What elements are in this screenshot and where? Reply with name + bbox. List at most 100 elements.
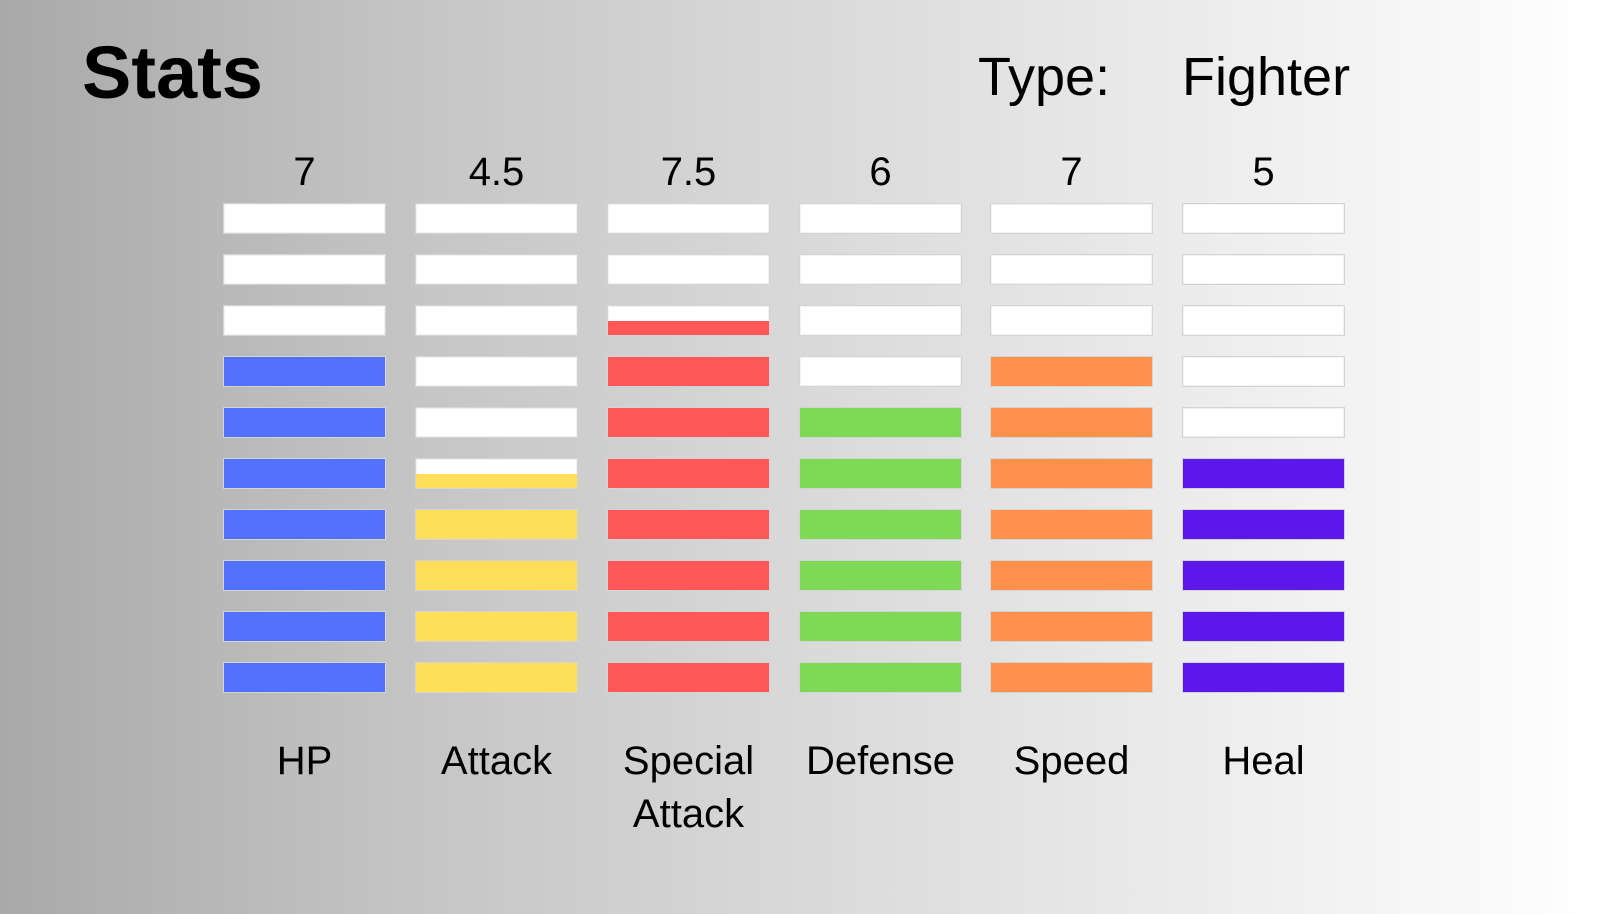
stat-value: 7.5	[660, 150, 717, 194]
stat-bar-fill	[608, 561, 769, 590]
stat-bar-segment	[990, 407, 1153, 438]
stat-bar	[607, 203, 770, 713]
stat-bar-segment	[607, 509, 770, 540]
stat-bar-segment	[990, 356, 1153, 387]
stat-bar-fill	[608, 459, 769, 488]
stat-bar-fill	[991, 408, 1152, 437]
stat-bar-segment	[990, 254, 1153, 285]
stat-bar-fill	[224, 459, 385, 488]
stat-bar-fill	[800, 510, 961, 539]
stat-bar-segment	[415, 203, 578, 234]
stat-bar-fill	[991, 357, 1152, 386]
stat-bar-fill	[608, 663, 769, 692]
stat-label: Special Attack	[622, 739, 755, 836]
stat-value: 7	[1060, 150, 1083, 194]
stat-bar-segment	[415, 509, 578, 540]
stat-bar-segment	[1182, 305, 1345, 336]
stat-bar-fill	[800, 612, 961, 641]
stat-bar	[990, 203, 1153, 713]
stat-value: 6	[869, 150, 892, 194]
stat-bar-fill	[224, 561, 385, 590]
stat-bar-fill	[416, 612, 577, 641]
stat-bar	[799, 203, 962, 713]
stat-bar-segment	[1182, 407, 1345, 438]
stat-bar-segment	[990, 458, 1153, 489]
stat-bar-fill	[608, 510, 769, 539]
stat-bar-segment	[799, 407, 962, 438]
page-title: Stats	[82, 31, 263, 114]
stat-label: Heal	[1222, 739, 1305, 783]
stat-label: Speed	[1013, 739, 1130, 783]
stat-bar-segment	[607, 203, 770, 234]
stat-bar-segment	[223, 662, 386, 693]
stat-bar-segment	[799, 356, 962, 387]
stat-label: Attack	[440, 739, 553, 783]
stat-bar	[415, 203, 578, 713]
stat-bar-fill	[800, 663, 961, 692]
stat-bar-segment	[607, 407, 770, 438]
stat-bar-segment	[223, 407, 386, 438]
stat-bar-segment	[223, 356, 386, 387]
stat-bar-segment	[415, 560, 578, 591]
stat-bar-segment	[799, 458, 962, 489]
stat-bar-segment	[799, 203, 962, 234]
stat-bar-segment	[1182, 254, 1345, 285]
stat-bar-segment	[607, 560, 770, 591]
stat-bar-segment	[799, 560, 962, 591]
stat-bar-fill	[800, 561, 961, 590]
stat-bar-fill	[224, 510, 385, 539]
stat-bar-fill	[991, 510, 1152, 539]
stat-bar-fill	[224, 408, 385, 437]
stat-bar-segment	[415, 407, 578, 438]
stat-bar-segment	[223, 305, 386, 336]
stat-bar-fill	[1183, 510, 1344, 539]
stat-bar-segment	[1182, 458, 1345, 489]
stat-bar	[223, 203, 386, 713]
stat-bar-segment	[607, 356, 770, 387]
stat-bar-segment	[990, 509, 1153, 540]
stat-bar-fill	[1183, 612, 1344, 641]
stat-bar-fill	[800, 408, 961, 437]
stat-bar-segment	[1182, 203, 1345, 234]
stat-bar-segment	[415, 305, 578, 336]
stat-bar-fill	[991, 561, 1152, 590]
stat-bar-segment	[990, 203, 1153, 234]
stat-value: 7	[293, 150, 316, 194]
stat-bar-fill	[224, 663, 385, 692]
stat-bar-fill	[416, 663, 577, 692]
stat-bar-segment	[1182, 509, 1345, 540]
stat-bar-segment	[415, 356, 578, 387]
stat-bar-fill	[416, 473, 577, 488]
type-label: Type:	[978, 47, 1111, 107]
stat-bar-segment	[415, 611, 578, 642]
stat-bar-fill	[1183, 663, 1344, 692]
stat-bar	[1182, 203, 1345, 713]
stat-bar-segment	[223, 458, 386, 489]
stat-label: Defense	[806, 739, 955, 783]
stat-bar-segment	[799, 305, 962, 336]
stat-bar-segment	[415, 254, 578, 285]
stat-bar-segment	[223, 509, 386, 540]
stat-value: 5	[1252, 150, 1275, 194]
stat-bar-fill	[416, 561, 577, 590]
stat-bar-segment	[990, 662, 1153, 693]
type-value: Fighter	[1182, 47, 1351, 107]
stat-bar-segment	[1182, 560, 1345, 591]
stat-bar-segment	[799, 662, 962, 693]
stat-bar-fill	[991, 612, 1152, 641]
stat-bar-segment	[1182, 611, 1345, 642]
stat-bar-fill	[800, 459, 961, 488]
stat-bar-segment	[799, 611, 962, 642]
stat-bar-segment	[223, 611, 386, 642]
stat-value: 4.5	[468, 150, 525, 194]
stat-label: HP	[276, 739, 333, 783]
stat-bar-segment	[799, 509, 962, 540]
stat-bar-segment	[607, 458, 770, 489]
stat-bar-segment	[607, 254, 770, 285]
stat-bar-segment	[990, 611, 1153, 642]
stat-bar-fill	[608, 320, 769, 335]
stat-bar-fill	[224, 612, 385, 641]
stat-bar-fill	[1183, 561, 1344, 590]
stat-bar-segment	[223, 560, 386, 591]
stat-bar-segment	[1182, 356, 1345, 387]
